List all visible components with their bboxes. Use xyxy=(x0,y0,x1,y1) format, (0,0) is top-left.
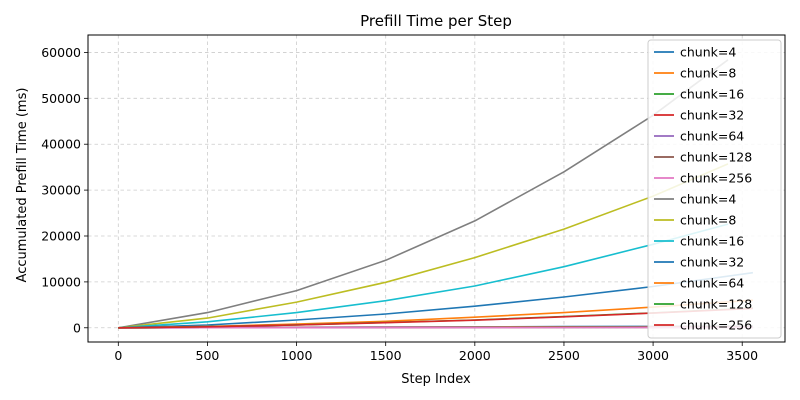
series-line-7 xyxy=(118,59,729,329)
legend-label-8: chunk=8 xyxy=(680,213,736,228)
series-line-8 xyxy=(118,163,729,329)
legend: chunk=4 chunk=8 chunk=16 chunk=32 chunk=64 ch… xyxy=(647,39,782,339)
legend-label-7: chunk=4 xyxy=(680,192,736,207)
legend-label-13: chunk=256 xyxy=(680,318,752,333)
y-tick-label-5: 50000 xyxy=(41,91,81,106)
x-axis-label: Step Index xyxy=(401,372,471,387)
x-tick-label-3: 1500 xyxy=(370,348,402,363)
legend-label-4: chunk=64 xyxy=(680,129,744,144)
y-tick-label-3: 30000 xyxy=(41,183,81,198)
legend-label-2: chunk=16 xyxy=(680,87,744,102)
y-ticks: 0 10000 20000 30000 40000 50000 60000 xyxy=(41,45,88,335)
axes-frame xyxy=(87,34,786,343)
legend-label-10: chunk=32 xyxy=(680,255,744,270)
x-tick-label-6: 3000 xyxy=(637,348,669,363)
chart-title: Prefill Time per Step xyxy=(360,12,512,30)
y-axis-label: Accumulated Prefill Time (ms) xyxy=(15,88,30,283)
series-line-10 xyxy=(118,271,754,329)
series-line-13 xyxy=(118,307,753,329)
series-line-9 xyxy=(118,223,729,329)
y-tick-label-6: 60000 xyxy=(41,45,81,60)
x-tick-label-5: 2500 xyxy=(548,348,580,363)
x-tick-label-1: 500 xyxy=(196,348,220,363)
legend-label-3: chunk=32 xyxy=(680,108,744,123)
x-tick-label-7: 3500 xyxy=(726,348,758,363)
plot-area xyxy=(118,59,754,329)
x-tick-label-2: 1000 xyxy=(281,348,313,363)
legend-label-12: chunk=128 xyxy=(680,297,752,312)
x-tick-label-4: 2000 xyxy=(459,348,491,363)
legend-box xyxy=(647,39,782,339)
legend-label-1: chunk=8 xyxy=(680,66,736,81)
y-tick-label-4: 40000 xyxy=(41,137,81,152)
legend-label-0: chunk=4 xyxy=(680,45,736,60)
x-tick-label-0: 0 xyxy=(114,348,122,363)
legend-label-6: chunk=256 xyxy=(680,171,752,186)
y-tick-label-1: 10000 xyxy=(41,274,81,289)
y-tick-label-2: 20000 xyxy=(41,228,81,243)
y-tick-label-0: 0 xyxy=(73,320,81,335)
legend-label-9: chunk=16 xyxy=(680,234,744,249)
legend-label-11: chunk=64 xyxy=(680,276,744,291)
x-ticks: 0 500 1000 1500 2000 2500 3000 3500 xyxy=(114,342,758,363)
legend-label-5: chunk=128 xyxy=(680,150,752,165)
